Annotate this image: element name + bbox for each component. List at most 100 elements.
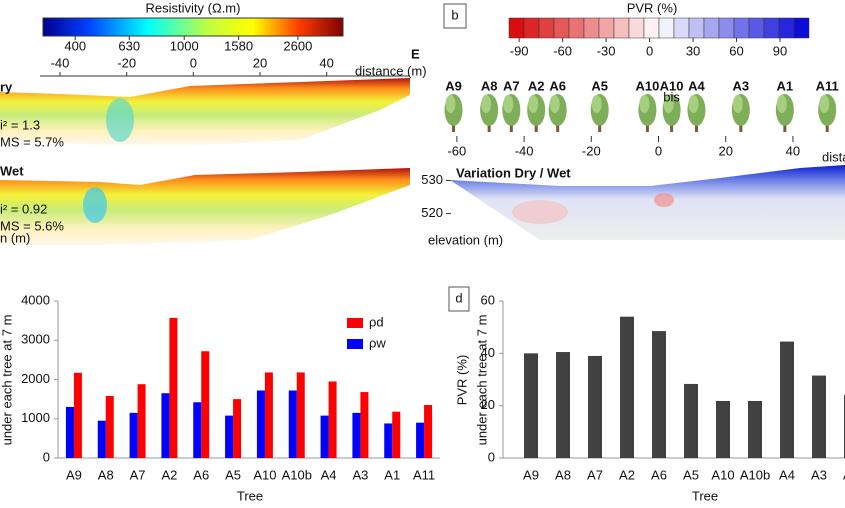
colorbar-tick-label: -60: [553, 43, 572, 58]
tree-label: A10: [660, 78, 684, 93]
colorbar-tick-label: -90: [510, 43, 529, 58]
tree: [527, 94, 546, 132]
y-tick-label: 20: [481, 397, 495, 412]
x-tick-label: A5: [225, 467, 241, 482]
colorbar-tick-label: 1000: [170, 38, 199, 53]
bar: [684, 383, 698, 458]
wet-section: [0, 168, 410, 245]
tree: [731, 94, 750, 132]
y-tick-label: 4000: [21, 292, 50, 307]
colorbar-cell: [778, 17, 795, 39]
tree-label: A2: [528, 78, 545, 93]
tree-label: A8: [481, 78, 498, 93]
tree-label: A1: [777, 78, 794, 93]
colorbar: [42, 17, 344, 37]
x-tick-label: A5: [683, 467, 699, 482]
section-title: Variation Dry / Wet: [456, 165, 571, 180]
bar: [288, 390, 297, 458]
x-tick-label: 20: [718, 143, 732, 158]
tree: [480, 94, 499, 132]
x-tick-label: A8: [98, 467, 114, 482]
profile-stat: i² = 1.3: [0, 117, 40, 132]
x-axis-label: distance (m): [355, 63, 427, 78]
y-axis-label: under each tree at 7 m: [474, 315, 489, 446]
colorbar-cell: [583, 17, 600, 39]
x-tick-label: A2: [619, 467, 635, 482]
tree-crown: [819, 95, 830, 113]
y-tick-label: 2000: [21, 371, 50, 386]
tree-crown: [776, 95, 787, 113]
anomaly: [654, 193, 674, 207]
colorbar-cell: [733, 17, 750, 39]
bar: [716, 400, 730, 458]
x-tick-label: A9: [523, 467, 539, 482]
x-tick-label: A9: [66, 467, 82, 482]
x-tick-label: A3: [352, 467, 368, 482]
x-tick-label: A1: [384, 467, 400, 482]
colorbar-tick-label: 60: [729, 43, 743, 58]
x-tick-label: A7: [587, 467, 603, 482]
legend-label: ρd: [369, 314, 384, 329]
bar: [384, 423, 393, 458]
y-axis-label: under each tree at 7 m: [0, 315, 14, 446]
tree-crown: [549, 95, 560, 113]
bar: [392, 411, 401, 458]
colorbar-tick-label: 400: [64, 38, 86, 53]
colorbar-cell: [508, 17, 525, 39]
legend-swatch: [347, 318, 363, 328]
bar: [233, 399, 242, 458]
bar: [201, 351, 210, 458]
colorbar-cell: [763, 17, 780, 39]
x-tick-label: A11: [413, 467, 435, 482]
tree: [590, 94, 609, 132]
x-tick-label: 40: [319, 55, 333, 70]
bar: [812, 375, 826, 458]
tree-crown: [445, 95, 456, 113]
colorbar-cell: [643, 17, 660, 39]
bar: [129, 412, 138, 458]
colorbar-label: Resistivity (Ω.m): [146, 0, 241, 15]
y-tick-label: 520: [421, 205, 443, 220]
x-tick-label: A10b: [282, 467, 312, 482]
bar: [424, 405, 433, 458]
tree-crown: [481, 95, 492, 113]
x-tick-label: 0: [655, 143, 662, 158]
colorbar-cell: [658, 17, 675, 39]
bar: [652, 331, 666, 458]
bar: [264, 372, 273, 458]
tree: [502, 94, 521, 132]
tree-crown: [528, 95, 539, 113]
bar: [105, 395, 114, 458]
x-tick-label: A8: [555, 467, 571, 482]
x-tick-label: A6: [193, 467, 209, 482]
bar: [556, 352, 570, 458]
tree-label: A4: [688, 78, 705, 93]
x-tick-label: 20: [253, 55, 267, 70]
x-tick-label: -40: [515, 143, 534, 158]
tree-label: A11: [816, 78, 839, 93]
tree: [775, 94, 794, 132]
profile-stat: MS = 5.6%: [0, 218, 64, 233]
bar: [620, 316, 634, 458]
y-tick-label: 0: [43, 449, 50, 464]
x-tick-label: 0: [190, 55, 197, 70]
colorbar-tick-label: 1580: [224, 38, 253, 53]
tree-label: A6: [549, 78, 566, 93]
y-tick-label: 60: [481, 292, 495, 307]
panel-label: d: [455, 290, 462, 305]
tree: [548, 94, 567, 132]
colorbar-tick-label: 0: [646, 43, 653, 58]
colorbar-tick-label: 2600: [283, 38, 312, 53]
x-tick-label: A2: [161, 467, 177, 482]
x-axis-label: Tree: [692, 488, 718, 503]
x-tick-label: A10: [711, 467, 734, 482]
x-tick-label: -40: [51, 55, 70, 70]
tree-crown: [688, 95, 699, 113]
tree: [662, 94, 681, 132]
tree-label: A9: [445, 78, 462, 93]
colorbar-cell: [538, 17, 555, 39]
bar: [97, 420, 106, 458]
direction-label: E: [411, 46, 420, 61]
tree-crown: [503, 95, 514, 113]
